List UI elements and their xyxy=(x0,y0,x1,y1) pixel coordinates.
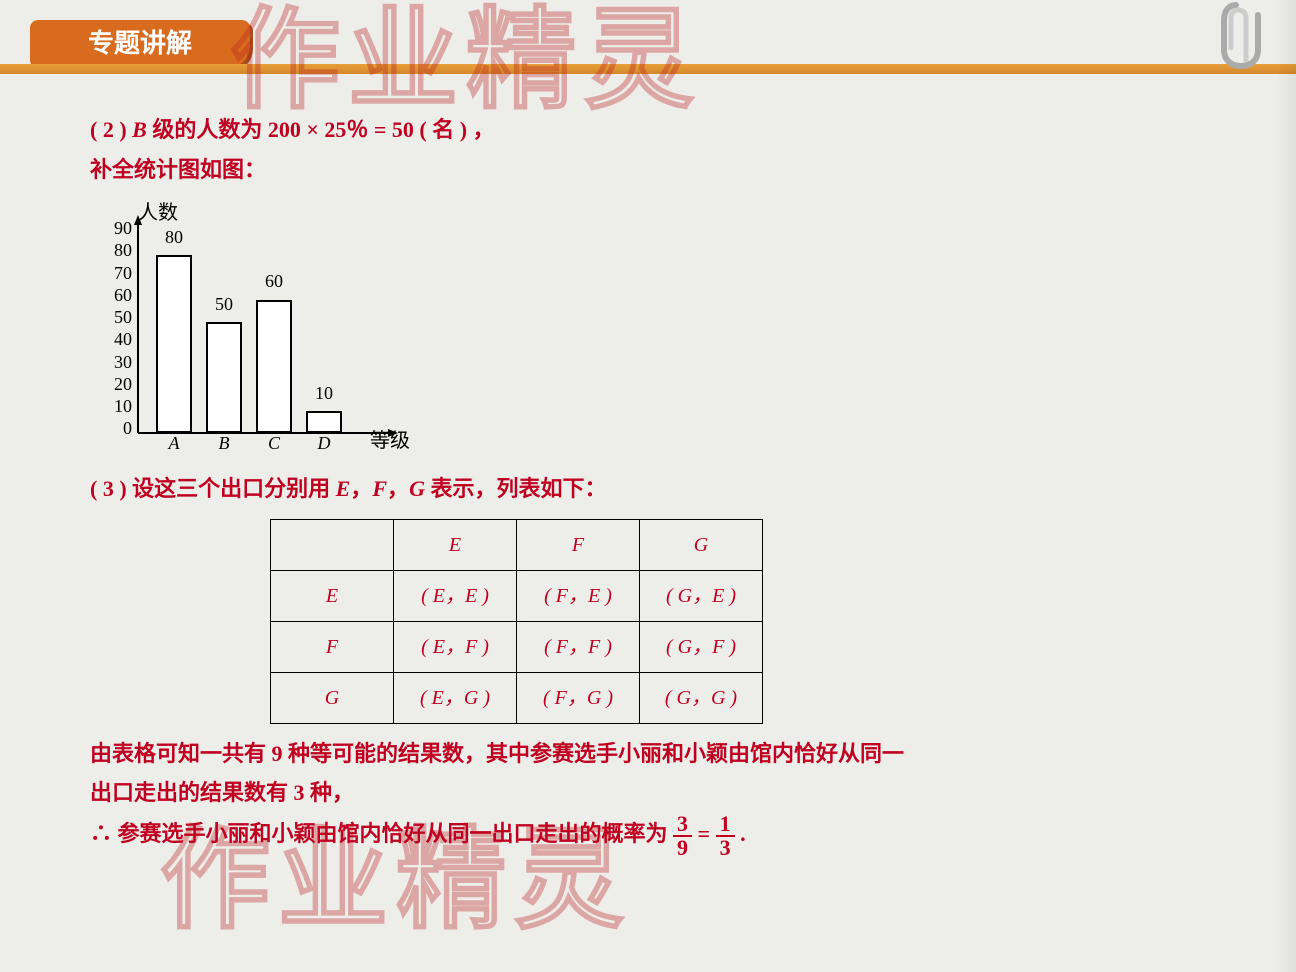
table-cell: ( G，G ) xyxy=(640,672,763,723)
plot-area: 80A50B60C10D xyxy=(138,223,388,433)
bar-category-label: D xyxy=(299,427,349,459)
page: 专题讲解 作业精灵 作业精灵 ( 2 ) B 级的人数为 200 × 25％ =… xyxy=(0,0,1296,972)
conclusion-line1: 由表格可知一共有 9 种等可能的结果数，其中参赛选手小丽和小颖由馆内恰好从同一 xyxy=(90,734,1190,774)
y-tick: 90 xyxy=(100,212,132,244)
concl-prefix: ∴ 参赛选手小丽和小颖由馆内恰好从同一出口走出的概率为 xyxy=(90,821,668,846)
fraction-2: 13 xyxy=(716,813,735,859)
page-shadow xyxy=(1276,0,1296,972)
content: ( 2 ) B 级的人数为 200 × 25％ = 50 ( 名 ) ， 补全统… xyxy=(90,110,1190,859)
table-row-header: F xyxy=(271,621,394,672)
table-cell: ( F，F ) xyxy=(517,621,640,672)
bar-value-label: 50 xyxy=(199,288,249,320)
sec3-text: ( 3 ) 设这三个出口分别用 E，F，G 表示，列表如下： xyxy=(90,476,606,501)
sec2-var: B xyxy=(132,117,147,142)
table-cell: ( E，G ) xyxy=(394,672,517,723)
bar-category-label: B xyxy=(199,427,249,459)
probability-table-wrap: EFGE( E，E )( F，E )( G，E )F( E，F )( F，F )… xyxy=(270,519,1190,724)
bar xyxy=(256,300,292,433)
period: . xyxy=(740,821,746,846)
bar xyxy=(206,322,242,433)
bar-value-label: 60 xyxy=(249,265,299,297)
fraction-1: 39 xyxy=(673,813,692,859)
equals: = xyxy=(698,821,716,846)
table-cell: ( F，E ) xyxy=(517,570,640,621)
bar xyxy=(156,255,192,433)
table-cell: ( F，G ) xyxy=(517,672,640,723)
conclusion-line2: 出口走出的结果数有 3 种， xyxy=(90,773,1190,813)
table-header-cell: G xyxy=(640,519,763,570)
frac2-den: 3 xyxy=(716,837,735,859)
bar-chart: 人数 等级 80A50B60C10D 0102030405060708090 xyxy=(90,195,410,465)
bar-category-label: C xyxy=(249,427,299,459)
topic-tab: 专题讲解 xyxy=(30,20,250,68)
table-header-cell: F xyxy=(517,519,640,570)
sec2-prefix: ( 2 ) xyxy=(90,117,132,142)
table-cell: ( E，F ) xyxy=(394,621,517,672)
frac1-num: 3 xyxy=(673,813,692,837)
frac1-den: 9 xyxy=(673,837,692,859)
sec2-line2: 补全统计图如图： xyxy=(90,150,1190,190)
table-row-header: G xyxy=(271,672,394,723)
frac2-num: 1 xyxy=(716,813,735,837)
table-header-cell xyxy=(271,519,394,570)
orange-bar xyxy=(0,64,1296,74)
table-cell: ( E，E ) xyxy=(394,570,517,621)
table-row-header: E xyxy=(271,570,394,621)
table-cell: ( G，F ) xyxy=(640,621,763,672)
sec3-line: ( 3 ) 设这三个出口分别用 E，F，G 表示，列表如下： xyxy=(90,469,1190,509)
table-cell: ( G，E ) xyxy=(640,570,763,621)
bar-value-label: 80 xyxy=(149,221,199,253)
bar-value-label: 10 xyxy=(299,377,349,409)
probability-table: EFGE( E，E )( F，E )( G，E )F( E，F )( F，F )… xyxy=(270,519,763,724)
sec2-text: 级的人数为 200 × 25％ = 50 ( 名 ) ， xyxy=(147,117,495,142)
table-header-cell: E xyxy=(394,519,517,570)
conclusion-line3: ∴ 参赛选手小丽和小颖由馆内恰好从同一出口走出的概率为 39 = 13 . xyxy=(90,813,1190,859)
paperclip-icon xyxy=(1216,0,1276,70)
sec2-line1: ( 2 ) B 级的人数为 200 × 25％ = 50 ( 名 ) ， xyxy=(90,110,1190,150)
bar-category-label: A xyxy=(149,427,199,459)
